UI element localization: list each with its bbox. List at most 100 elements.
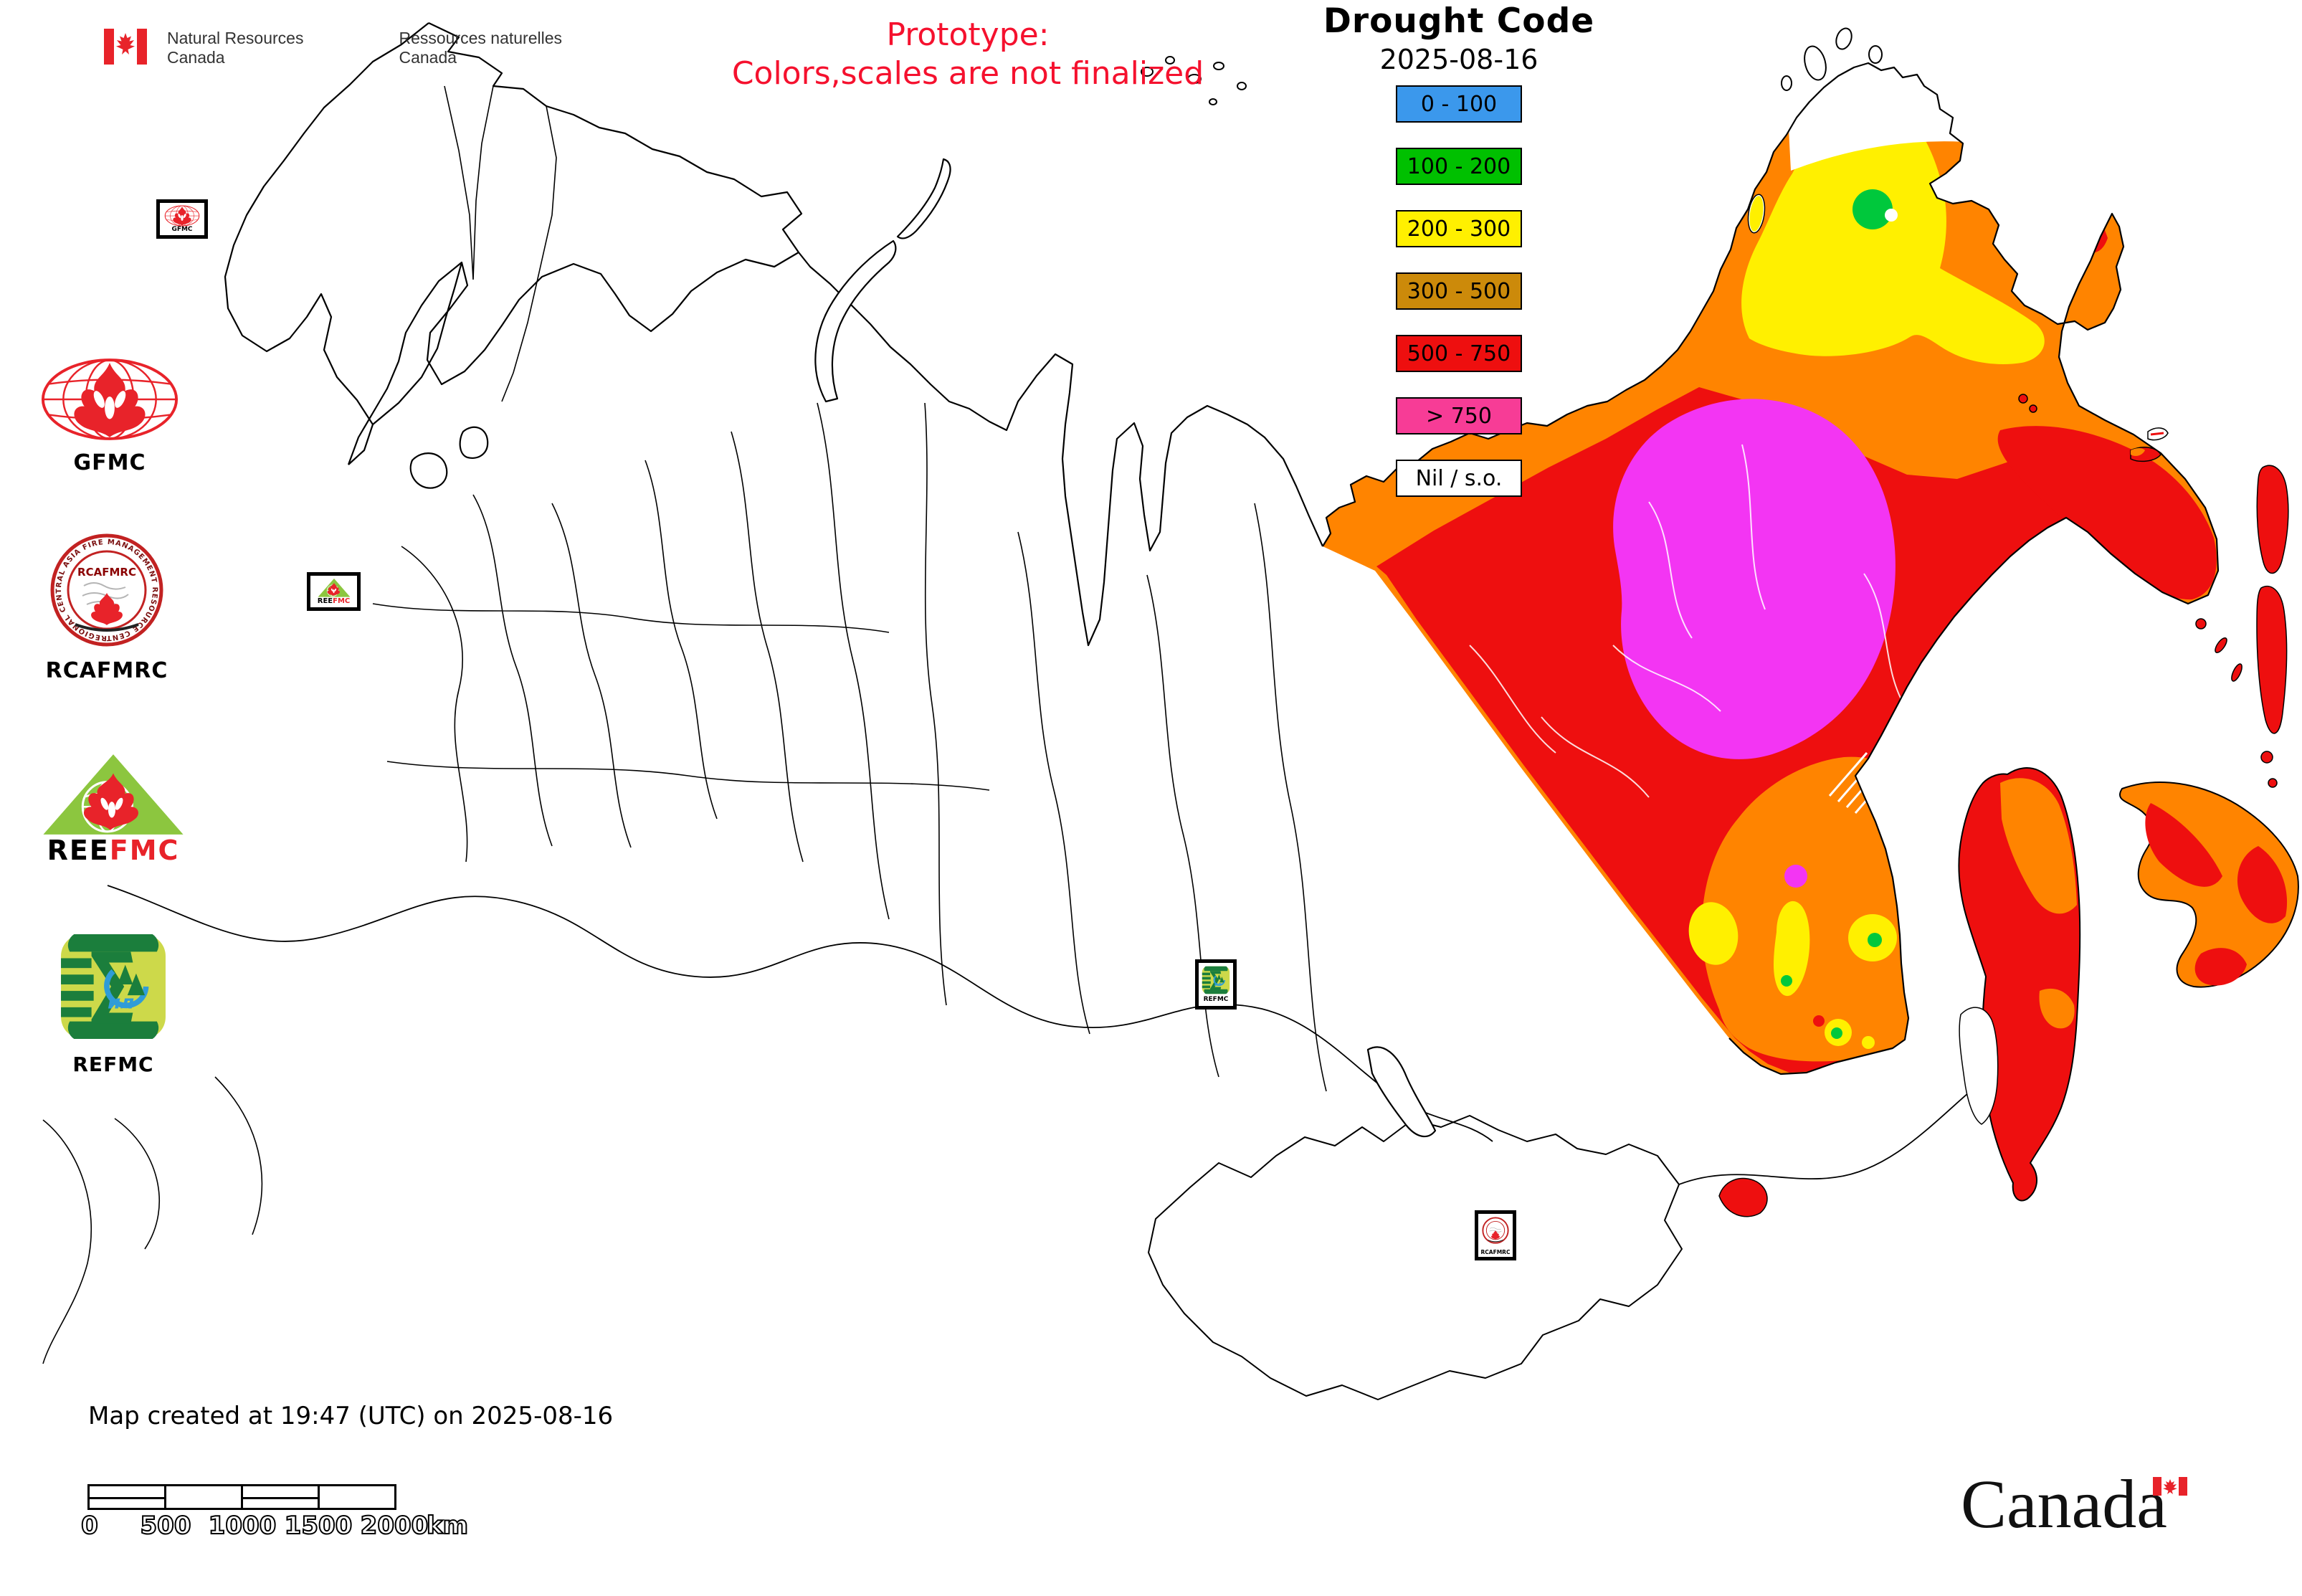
signature-en-line2: Canada <box>167 48 225 67</box>
reefmc-label-red: FMC <box>109 835 180 866</box>
scale-tick-1000: 1000 <box>208 1511 277 1541</box>
gulf-of-bothnia <box>372 262 463 425</box>
coastlines-west <box>42 22 2011 1400</box>
taymyr-green-notch <box>1885 209 1898 222</box>
region-borders <box>372 402 1327 1092</box>
reefmc-logo <box>38 751 189 839</box>
rcafmrc-inner-label: RCAFMRC <box>77 566 136 579</box>
gfmc-label: GFMC <box>73 450 146 475</box>
signature-en-line1: Natural Resources <box>167 29 304 47</box>
gfmc-logo <box>39 357 180 442</box>
rcafmrc-mini-label: RCAFMRC <box>1480 1249 1511 1256</box>
scale-segment-1 <box>90 1486 164 1508</box>
drought-red-koryak <box>1997 426 2217 600</box>
reefmc-mini-red: FMC <box>333 597 351 605</box>
mongolia-border <box>1148 1115 1683 1400</box>
legend-items: 0 - 100 100 - 200 200 - 300 300 - 500 50… <box>1396 85 1522 522</box>
legend-item-300-500: 300 - 500 <box>1396 272 1522 310</box>
reefmc-label-black: REE <box>47 835 110 866</box>
scale-tick-1500: 1500 <box>284 1511 353 1541</box>
scale-tick-0: 0 <box>80 1511 99 1541</box>
drought-yellow-s5 <box>1862 1036 1875 1049</box>
drought-yellow-s2 <box>1774 901 1810 997</box>
scale-tick-2000: 2000 <box>360 1511 429 1541</box>
signature-fr-line2: Canada <box>399 48 457 67</box>
drought-green-taymyr <box>1852 189 1893 229</box>
gfmc-mini-label: GFMC <box>171 226 193 233</box>
reefmc-mini-label: REEFMC <box>318 598 351 605</box>
refmc-label: REFMC <box>72 1053 154 1076</box>
drought-magenta-dot-s2 <box>1774 1135 1782 1142</box>
red-blob-mongolia-ne <box>1718 1177 1768 1217</box>
drought-yellow-s1 <box>1688 902 1739 965</box>
small-islands <box>1718 194 2289 1217</box>
scale-bar <box>87 1484 396 1510</box>
scale-segment-4 <box>318 1486 394 1508</box>
legend-item-0-100: 0 - 100 <box>1396 85 1522 123</box>
refmc-mini-icon <box>1202 966 1230 994</box>
reefmc-map-box: REEFMC <box>307 572 361 611</box>
novaya-zemlya-south <box>814 239 897 403</box>
legend: Drought Code 2025-08-16 0 - 100 100 - 20… <box>1323 1 1595 522</box>
refmc-mini-label: REFMC <box>1203 996 1229 1003</box>
drought-green-s3 <box>1868 933 1882 947</box>
scale-unit: km <box>426 1511 469 1541</box>
refmc-logo <box>59 932 168 1041</box>
signature-fr-line1: Ressources naturelles <box>399 29 563 47</box>
legend-item-200-300: 200 - 300 <box>1396 210 1522 247</box>
drought-yellow-chukotka <box>1999 329 2030 351</box>
reefmc-label: REEFMC <box>31 835 196 866</box>
rcafmrc-mini-icon <box>1481 1215 1510 1248</box>
gfmc-map-box: GFMC <box>156 199 208 239</box>
lake-baikal <box>1366 1046 1437 1138</box>
franz-josef-islands <box>1141 56 1247 105</box>
southeast-landmass <box>2119 782 2299 988</box>
scandinavia-borders <box>444 85 557 402</box>
prototype-warning: Prototype: Colors,scales are not finaliz… <box>642 16 1294 93</box>
arctic-coast-west <box>798 252 1324 647</box>
legend-item-500-750: 500 - 750 <box>1396 335 1522 372</box>
rcafmrc-label: RCAFMRC <box>45 658 168 683</box>
rcafmrc-logo: REGIONAL CENTRAL ASIA FIRE MANAGEMENT RE… <box>49 533 163 647</box>
drought-green-s2 <box>1781 975 1792 987</box>
drought-yellow-taymyr <box>1741 103 2045 364</box>
legend-date: 2025-08-16 <box>1379 44 1538 75</box>
novaya-zemlya-north <box>896 158 951 239</box>
drought-magenta-main <box>1613 399 1896 759</box>
scandinavia-north-coast <box>428 22 803 253</box>
drought-red-khatanga <box>1993 178 2030 206</box>
lake-ladoga <box>409 452 448 489</box>
caspian-aral-lines <box>42 1076 263 1364</box>
scale-segment-2 <box>164 1486 241 1508</box>
lake-onega <box>459 426 489 459</box>
drought-red-dot-s <box>1813 1015 1825 1027</box>
gfmc-mini-icon <box>163 205 201 227</box>
norway-west-coast <box>224 22 429 465</box>
map-created-text: Map created at 19:47 (UTC) on 2025-08-16 <box>88 1402 614 1430</box>
signature-english: Natural Resources Canada <box>167 29 303 67</box>
legend-item-gt-750: > 750 <box>1396 397 1522 434</box>
legend-item-nil: Nil / s.o. <box>1396 460 1522 497</box>
reefmc-mini-icon <box>317 578 351 598</box>
canada-flag-icon <box>104 29 147 65</box>
canada-wordmark: Canada <box>1961 1464 2187 1544</box>
scale-segment-3 <box>241 1486 318 1508</box>
scale-tick-500: 500 <box>140 1511 192 1541</box>
drought-red-ne-coast <box>2058 188 2108 253</box>
signature-french: Ressources naturelles Canada <box>399 29 562 67</box>
drought-magenta-dot-s <box>1784 865 1807 888</box>
wordmark-text: Canada <box>1961 1466 2167 1542</box>
coastline-east <box>1322 62 2220 1075</box>
amur-liman-bay <box>1959 1007 1999 1125</box>
nrcan-signature: Natural Resources Canada Ressources natu… <box>104 29 562 67</box>
kazakhstan-border <box>107 885 1493 1142</box>
prototype-line2: Colors,scales are not finalized <box>731 55 1204 92</box>
reefmc-mini-black: REE <box>317 597 333 605</box>
legend-title: Drought Code <box>1323 1 1595 41</box>
drought-green-s4 <box>1831 1027 1842 1039</box>
amur-strip <box>1958 767 2081 1202</box>
legend-item-100-200: 100 - 200 <box>1396 148 1522 185</box>
river-lines <box>1469 444 1908 798</box>
